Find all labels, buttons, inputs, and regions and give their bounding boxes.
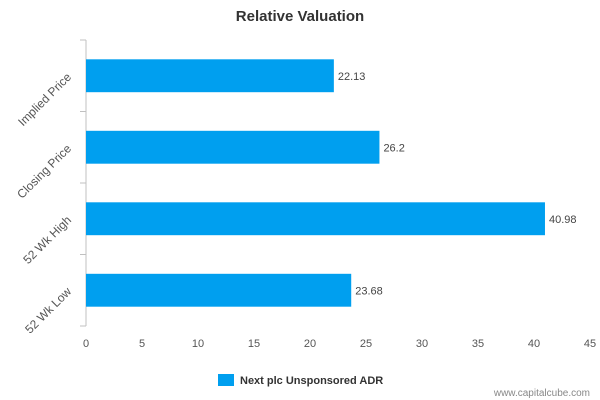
category-label: Closing Price	[14, 141, 74, 201]
x-tick-label: 30	[416, 338, 428, 350]
plot-area: 22.13 Implied Price 26.2 Closing Price 40.98…	[14, 39, 596, 350]
x-tick-label: 5	[139, 338, 145, 350]
legend: Next plc Unsponsored ADR	[218, 374, 383, 387]
data-label: 40.98	[549, 214, 577, 226]
category-label: 52 Wk Low	[22, 284, 74, 336]
bar	[86, 59, 334, 93]
bar	[86, 273, 352, 307]
data-label: 22.13	[338, 71, 366, 83]
x-tick-label: 40	[528, 338, 540, 350]
category-label: 52 Wk High	[20, 213, 74, 267]
x-tick-label: 25	[360, 338, 372, 350]
legend-label: Next plc Unsponsored ADR	[240, 375, 383, 387]
chart-title: Relative Valuation	[236, 8, 364, 25]
data-label: 26.2	[383, 142, 404, 154]
x-tick-label: 35	[472, 338, 484, 350]
x-tick-label: 45	[584, 338, 596, 350]
legend-swatch	[218, 374, 234, 386]
data-label: 23.68	[355, 285, 383, 297]
bar	[86, 202, 545, 236]
bar	[86, 130, 380, 164]
x-tick-label: 10	[192, 338, 204, 350]
x-tick-label: 0	[83, 338, 89, 350]
category-label: Implied Price	[15, 70, 74, 129]
credit-text: www.capitalcube.com	[493, 388, 590, 399]
x-tick-label: 15	[248, 338, 260, 350]
x-tick-label: 20	[304, 338, 316, 350]
